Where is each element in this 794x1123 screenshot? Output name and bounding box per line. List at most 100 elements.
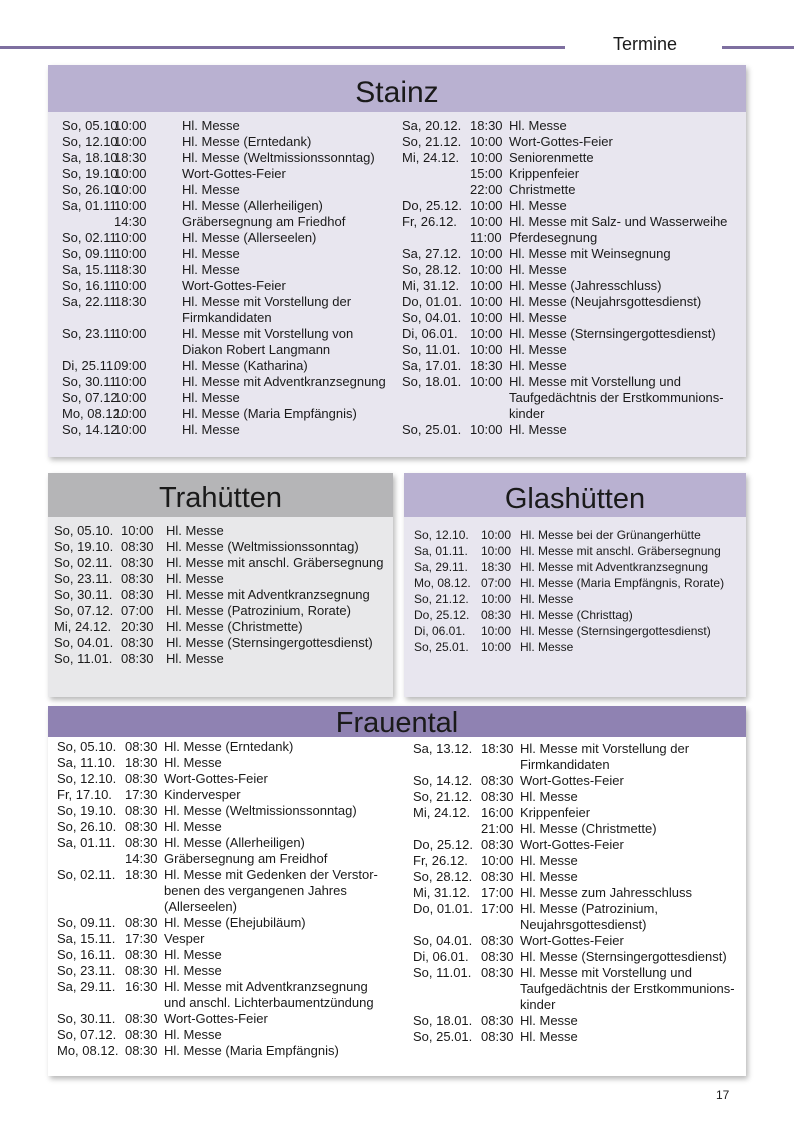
entry-desc: Hl. Messe (Allerheiligen) [164,835,305,850]
entry-desc: Hl. Messe (Allerseelen) [182,230,317,245]
entry-date: So, 07.12. [54,603,114,618]
entry-time: 08:30 [125,1027,158,1042]
schedule-row: So, 02.11. 18:30 Hl. Messe mit Gedenken de… [57,867,407,915]
entry-date: So, 28.12. [413,869,473,884]
schedule-row: So, 30.11. 08:30 Hl. Messe mit Adventkranz… [54,587,392,603]
schedule-row: Sa, 22.11. 18:30 Hl. Messe mit Vorstellung… [62,294,397,326]
entry-time: 08:30 [121,635,154,650]
entry-desc: Hl. Messe [182,182,240,197]
entry-desc: Hl. Messe [520,1013,578,1028]
entry-time: 08:30 [481,933,514,948]
entry-time: 10:00 [470,150,503,165]
schedule-row: So, 18.01. 08:30 Hl. Messe [413,1013,743,1029]
glashuetten-title: Glashütten [404,473,746,517]
entry-date: So, 02.11. [57,867,116,882]
trahuetten-list: So, 05.10. 10:00 Hl. Messe So, 19.10. 08:30 H… [54,523,392,667]
entry-date: So, 19.10. [57,803,117,818]
entry-time: 11:00 [470,230,502,245]
schedule-row: Sa, 13.12. 18:30 Hl. Messe mit Vorstellung… [413,741,743,773]
entry-desc: Hl. Messe [166,571,224,586]
entry-date: So, 26.10. [57,819,117,834]
schedule-row: Fr, 26.12. 10:00 Hl. Messe mit Salz- und W… [402,214,742,230]
entry-desc: Hl. Messe [520,869,578,884]
stainz-box: Stainz So, 05.10. 10:00 Hl. Messe So, 12.10… [48,65,746,457]
entry-time: 10:00 [114,326,147,341]
entry-time: 10:00 [470,198,503,213]
entry-date: Sa, 11.10. [57,755,116,770]
entry-desc: Hl. Messe mit Vorstellung der Firmkandid… [520,741,690,772]
schedule-row: So, 11.01. 08:30 Hl. Messe mit Vorstellung… [413,965,743,1013]
entry-date: So, 09.11. [62,246,121,261]
entry-desc: Hl. Messe (Maria Empfängnis) [182,406,357,421]
entry-desc: Hl. Messe [520,853,578,868]
entry-desc: Hl. Messe [509,342,567,357]
entry-desc: Hl. Messe (Allerheiligen) [182,198,323,213]
entry-time: 08:30 [481,965,514,980]
schedule-row: So, 05.10. 08:30 Hl. Messe (Erntedank) [57,739,407,755]
glashuetten-list: So, 12.10. 10:00 Hl. Messe bei der Grünang… [414,527,744,655]
schedule-row: So, 25.01. 08:30 Hl. Messe [413,1029,743,1045]
entry-desc: Hl. Messe (Erntedank) [182,134,312,149]
entry-desc: Hl. Messe (Erntedank) [164,739,294,754]
schedule-row: Sa, 29.11. 18:30 Hl. Messe mit Adventkranz… [414,559,744,575]
glashuetten-box: Glashütten So, 12.10. 10:00 Hl. Messe bei … [404,473,746,697]
entry-time: 10:00 [481,592,512,606]
entry-desc: Wort-Gottes-Feier [182,166,286,181]
schedule-row: So, 30.11. 10:00 Hl. Messe mit Adventkranz… [62,374,397,390]
schedule-row: So, 16.11. 08:30 Hl. Messe [57,947,407,963]
entry-desc: Hl. Messe (Christtag) [520,608,633,622]
entry-time: 10:00 [481,624,512,638]
schedule-row: Do, 01.01. 17:00 Hl. Messe (Patrozinium, N… [413,901,743,933]
header-rule-right [722,46,794,49]
entry-date: Sa, 22.11. [62,294,121,309]
entry-date: So, 18.01. [413,1013,473,1028]
entry-time: 10:00 [114,166,147,181]
entry-time: 10:00 [481,853,514,868]
entry-date: So, 19.10. [62,166,122,181]
entry-desc: Hl. Messe (Christmette) [520,821,657,836]
entry-time: 10:00 [470,262,503,277]
entry-desc: Hl. Messe [509,422,567,437]
page-number: 17 [716,1088,730,1102]
frauental-right-list: Sa, 13.12. 18:30 Hl. Messe mit Vorstellung… [413,741,743,1045]
entry-date: So, 12.10. [57,771,117,786]
schedule-row: So, 12.10. 10:00 Hl. Messe bei der Grünang… [414,527,744,543]
entry-time: 10:00 [470,278,503,293]
entry-time: 10:00 [470,374,503,389]
entry-desc: Wort-Gottes-Feier [164,1011,268,1026]
entry-time: 10:00 [114,422,147,437]
schedule-row: Fr, 17.10. 17:30 Kindervesper [57,787,407,803]
entry-date: Do, 25.12. [413,837,473,852]
schedule-row: So, 05.10. 10:00 Hl. Messe [62,118,397,134]
entry-time: 17:00 [481,901,514,916]
schedule-row: Do, 01.01. 10:00 Hl. Messe (Neujahrsgottes… [402,294,742,310]
schedule-row: Do, 25.12. 08:30 Wort-Gottes-Feier [413,837,743,853]
entry-date: Di, 06.01. [413,949,469,964]
schedule-row: Sa, 11.10. 18:30 Hl. Messe [57,755,407,771]
schedule-row: So, 23.11. 08:30 Hl. Messe [54,571,392,587]
entry-desc: Hl. Messe [164,1027,222,1042]
entry-desc: Hl. Messe mit Adventkranzsegnung [182,374,386,389]
schedule-row: Mo, 08.12. 07:00 Hl. Messe (Maria Empfängn… [414,575,744,591]
entry-desc: Hl. Messe [164,947,222,962]
entry-time: 08:30 [481,789,514,804]
entry-date: Mi, 24.12. [413,805,471,820]
entry-desc: Pferdesegnung [509,230,598,245]
entry-date: Mi, 31.12. [413,885,471,900]
schedule-row: Fr, 26.12. 10:00 Hl. Messe [413,853,743,869]
entry-desc: Hl. Messe [509,118,567,133]
entry-desc: Hl. Messe mit Vorstellung der Firmkandid… [182,294,352,325]
entry-time: 14:30 [125,851,158,866]
entry-date: Sa, 20.12. [402,118,462,133]
schedule-row: 14:30 Gräbersegnung am Friedhof [62,214,397,230]
schedule-row: So, 04.01. 08:30 Wort-Gottes-Feier [413,933,743,949]
entry-date: So, 28.12. [402,262,462,277]
entry-desc: Wort-Gottes-Feier [520,773,624,788]
entry-time: 08:30 [481,1029,514,1044]
entry-date: So, 21.12. [414,592,469,606]
schedule-row: Sa, 17.01. 18:30 Hl. Messe [402,358,742,374]
entry-time: 08:30 [125,739,158,754]
entry-desc: Gräbersegnung am Freidhof [164,851,328,866]
entry-desc: Hl. Messe [509,358,567,373]
entry-date: Mo, 08.12. [62,406,124,421]
